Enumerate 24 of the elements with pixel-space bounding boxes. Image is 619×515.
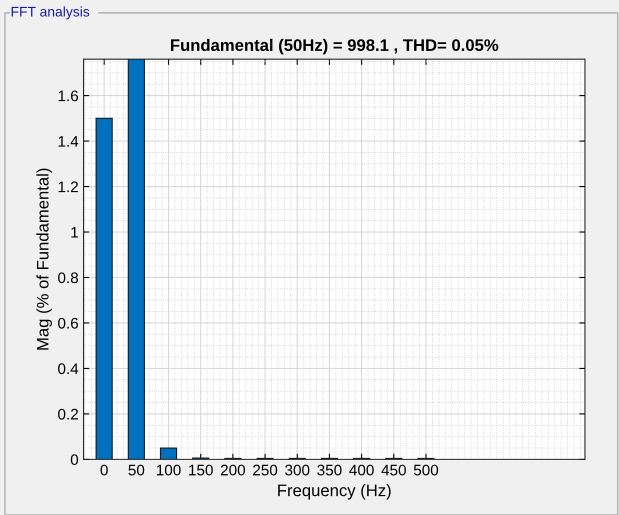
x-tick-label: 100	[156, 464, 181, 476]
x-tick-label: 500	[414, 464, 438, 476]
x-tick-label: 0	[100, 464, 108, 476]
y-tick-label: 0	[70, 454, 78, 466]
y-axis-title: Mag (% of Fundamental)	[36, 168, 52, 350]
x-tick-label: 350	[317, 464, 342, 476]
y-tick-label: 0.6	[58, 318, 78, 329]
y-tick-label: 0.8	[58, 272, 78, 284]
x-tick-label: 250	[253, 464, 278, 476]
x-tick-label: 200	[220, 464, 246, 476]
x-axis-title: Frequency (Hz)	[278, 484, 391, 500]
y-tick-label: 1.2	[58, 181, 78, 192]
y-tick-label: 0.4	[58, 363, 78, 374]
x-tick-label: 450	[381, 464, 406, 476]
y-tick-label: 0.2	[58, 408, 78, 420]
x-tick-label: 150	[189, 464, 213, 476]
chart-title: Fundamental (50Hz) = 998.1 , THD= 0.05%	[170, 38, 498, 54]
x-tick-label: 50	[128, 464, 144, 476]
y-tick-label: 1	[71, 227, 78, 238]
y-tick-label: 1.4	[58, 136, 78, 147]
x-tick-label: 300	[285, 464, 310, 476]
text: FFT analysis	[12, 6, 90, 20]
y-tick-label: 1.6	[58, 90, 78, 102]
x-tick-label: 400	[349, 464, 374, 476]
